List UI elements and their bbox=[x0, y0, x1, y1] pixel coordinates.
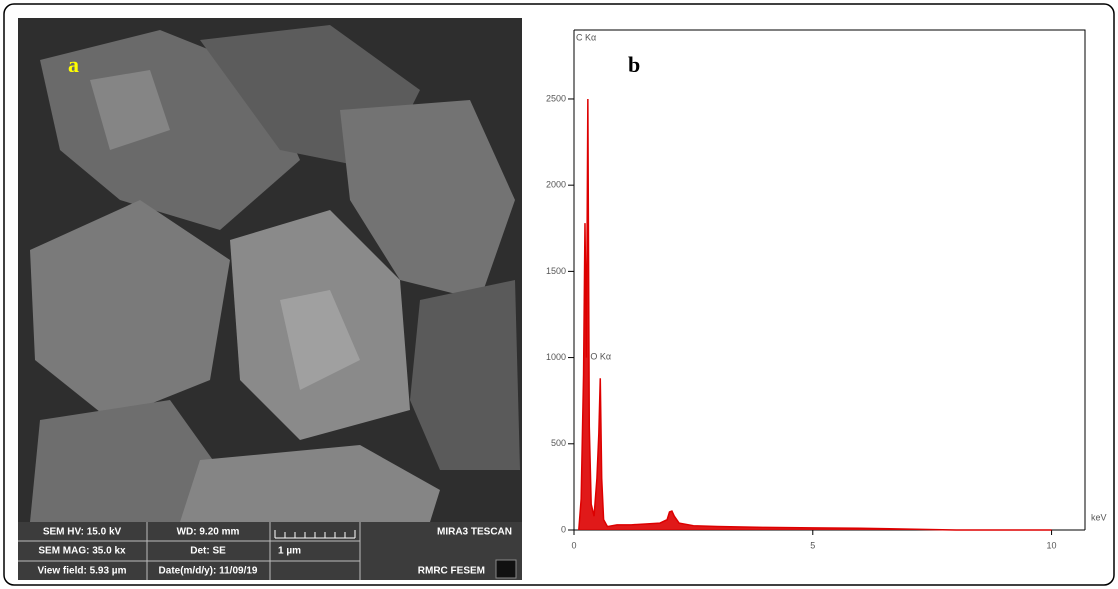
info-text: Det: SE bbox=[190, 546, 226, 557]
flake bbox=[30, 400, 220, 522]
flake bbox=[410, 280, 520, 470]
info-text: 1 µm bbox=[278, 546, 301, 557]
panel-label: b bbox=[628, 52, 640, 77]
panel-label: a bbox=[68, 52, 79, 77]
flake bbox=[280, 290, 360, 390]
info-text: Date(m/d/y): 11/09/19 bbox=[159, 566, 258, 577]
info-text: SEM MAG: 35.0 kx bbox=[38, 546, 126, 557]
y-tick-label: 2000 bbox=[546, 180, 566, 190]
info-text: RMRC FESEM bbox=[418, 566, 485, 577]
y-tick-label: 2500 bbox=[546, 93, 566, 103]
info-bar: SEM HV: 15.0 kV WD: 9.20 mm MIRA3 TESCAN… bbox=[18, 522, 522, 580]
x-tick-label: 10 bbox=[1047, 540, 1057, 550]
flake bbox=[180, 445, 440, 522]
y-tick-label: 500 bbox=[551, 438, 566, 448]
x-axis-label: keV bbox=[1091, 512, 1107, 522]
info-text: SEM HV: 15.0 kV bbox=[43, 527, 122, 538]
sem-image bbox=[18, 18, 522, 522]
x-tick-label: 5 bbox=[810, 540, 815, 550]
y-tick-label: 1500 bbox=[546, 266, 566, 276]
peak-label: O Kα bbox=[590, 351, 611, 361]
info-text: WD: 9.20 mm bbox=[177, 527, 240, 538]
plot-frame bbox=[574, 29, 1086, 530]
y-tick-label: 0 bbox=[561, 524, 566, 534]
spectrum: 0 500 1000 1500 2000 2500 0 5 10 keV C Kα O Kα bbox=[546, 29, 1107, 550]
info-grid bbox=[18, 522, 361, 580]
info-text: MIRA3 TESCAN bbox=[437, 527, 512, 538]
x-tick-label: 0 bbox=[571, 540, 576, 550]
flake bbox=[340, 100, 515, 300]
flake bbox=[90, 70, 170, 150]
scale-bar bbox=[274, 530, 356, 539]
spectrum-line bbox=[578, 98, 1052, 531]
peak-label: C Kα bbox=[576, 32, 596, 42]
flake bbox=[30, 200, 230, 420]
logo bbox=[495, 559, 517, 579]
y-tick-label: 1000 bbox=[546, 352, 566, 362]
info-text: View field: 5.93 µm bbox=[38, 566, 127, 577]
